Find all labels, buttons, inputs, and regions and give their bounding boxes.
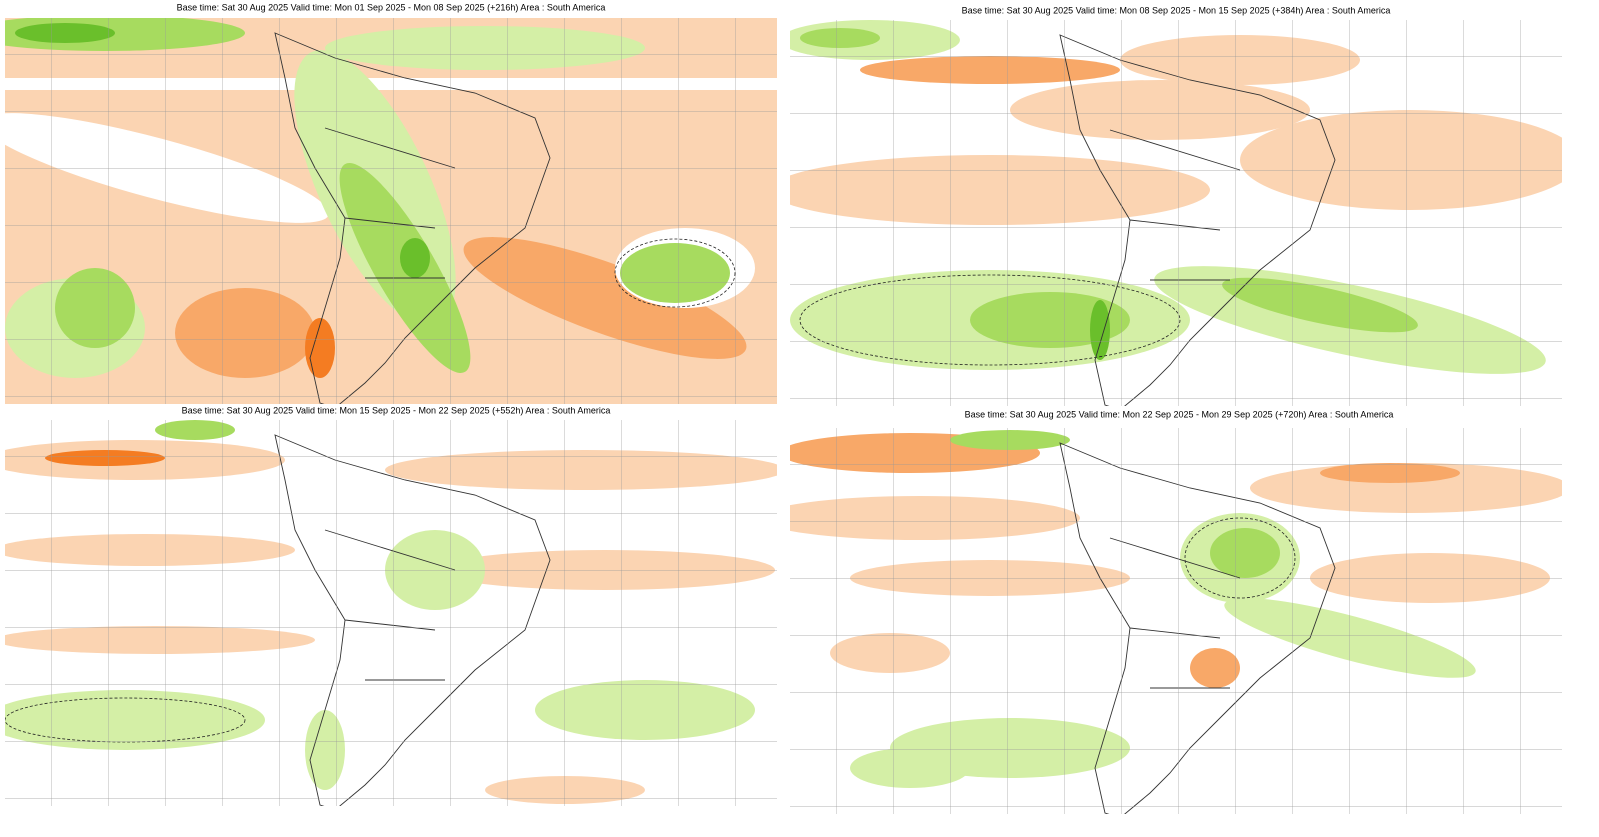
panel-title: Base time: Sat 30 Aug 2025 Valid time: M… (177, 2, 606, 12)
map-panel (5, 420, 777, 806)
panel-title: Base time: Sat 30 Aug 2025 Valid time: M… (182, 405, 611, 415)
map-panel (5, 18, 777, 404)
map-panel (790, 20, 1562, 406)
panel-title: Base time: Sat 30 Aug 2025 Valid time: M… (962, 5, 1391, 15)
map-panel (790, 428, 1562, 814)
panel-title: Base time: Sat 30 Aug 2025 Valid time: M… (965, 409, 1394, 419)
